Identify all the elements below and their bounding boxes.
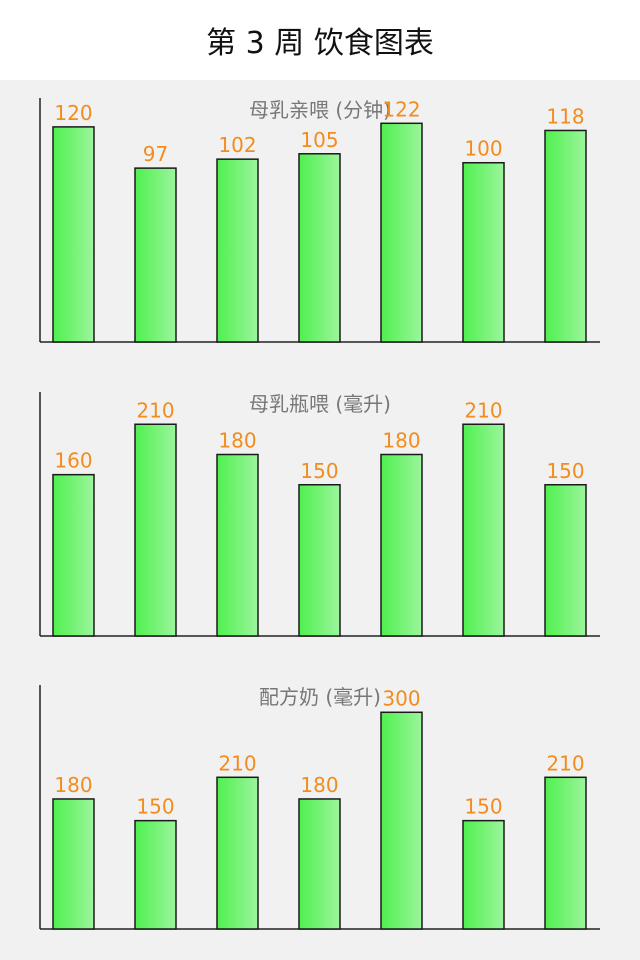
bar xyxy=(380,711,423,930)
bar xyxy=(298,153,341,343)
bar xyxy=(134,423,177,637)
bar xyxy=(544,129,587,343)
bar xyxy=(462,423,505,637)
chart-title: 母乳瓶喂 (毫升) xyxy=(249,392,391,416)
bar xyxy=(544,776,587,930)
bar xyxy=(134,167,177,343)
bar-value-label: 180 xyxy=(54,773,92,797)
bar xyxy=(298,798,341,930)
bar-value-label: 118 xyxy=(546,104,584,128)
bar-value-label: 97 xyxy=(143,142,168,166)
bar xyxy=(134,819,177,930)
bar xyxy=(52,473,95,637)
header-bar: 第 3 周 饮食图表 xyxy=(0,0,640,80)
bar xyxy=(52,798,95,930)
page-title: 第 3 周 饮食图表 xyxy=(206,26,434,61)
bar-value-label: 100 xyxy=(464,137,502,161)
bar-value-label: 210 xyxy=(546,751,584,775)
bar-value-label: 180 xyxy=(218,429,256,453)
bar xyxy=(462,161,505,343)
bar-value-label: 105 xyxy=(300,128,338,152)
bar xyxy=(380,453,423,637)
bar xyxy=(462,819,505,930)
bar xyxy=(52,126,95,343)
bar xyxy=(380,122,423,343)
bar-value-label: 180 xyxy=(300,773,338,797)
chart-breastfeeding-direct: 母乳亲喂 (分钟) 120 97 102 105 122 100 118 xyxy=(0,90,640,350)
bar-value-label: 122 xyxy=(382,97,420,121)
bar-value-label: 150 xyxy=(300,459,338,483)
bar-value-label: 180 xyxy=(382,429,420,453)
bar-value-label: 150 xyxy=(464,795,502,819)
bar xyxy=(216,453,259,637)
chart-title: 配方奶 (毫升) xyxy=(259,685,381,709)
chart-formula: 配方奶 (毫升) 180 150 210 180 300 150 210 xyxy=(0,677,640,937)
bar xyxy=(216,158,259,343)
bar-value-label: 150 xyxy=(546,459,584,483)
chart-svg: 120 97 102 105 122 100 118 xyxy=(39,97,600,343)
bar-value-label: 210 xyxy=(136,398,174,422)
bar xyxy=(216,776,259,930)
bar-value-label: 160 xyxy=(54,449,92,473)
chart-breastfeeding-bottle: 母乳瓶喂 (毫升) 160 210 180 150 180 210 150 xyxy=(0,384,640,644)
chart-svg: 180 150 210 180 300 150 210 xyxy=(39,685,600,930)
bar-value-label: 150 xyxy=(136,795,174,819)
bar-value-label: 210 xyxy=(218,751,256,775)
bar-value-label: 120 xyxy=(54,101,92,125)
bar-value-label: 102 xyxy=(218,133,256,157)
chart-title: 母乳亲喂 (分钟) xyxy=(249,98,391,122)
chart-svg: 160 210 180 150 180 210 150 xyxy=(39,392,600,637)
bar-value-label: 300 xyxy=(382,686,420,710)
bar xyxy=(544,484,587,637)
bar-value-label: 210 xyxy=(464,398,502,422)
bar xyxy=(298,484,341,637)
